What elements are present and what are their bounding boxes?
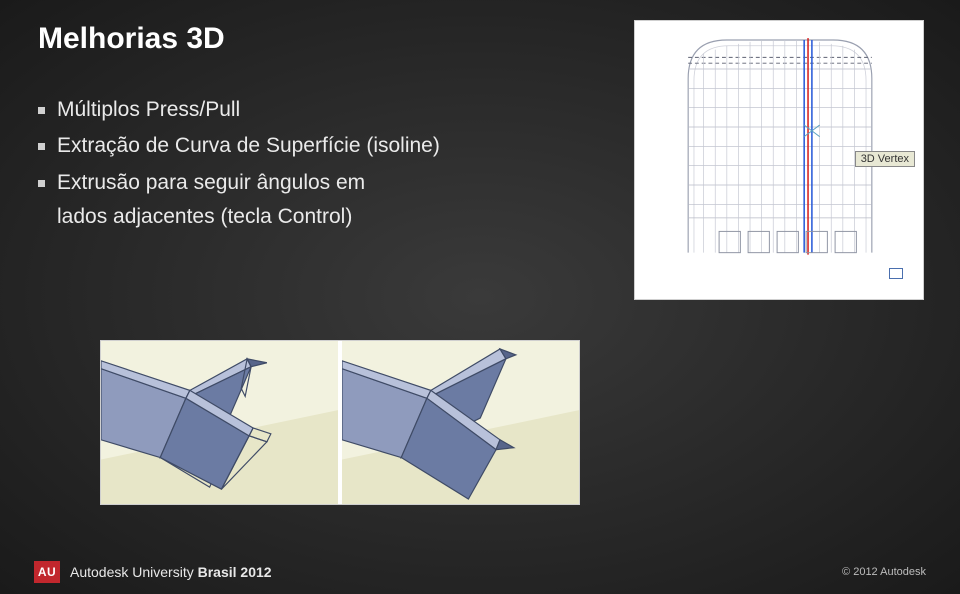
list-item: Múltiplos Press/Pull	[38, 96, 518, 124]
bullet-text: Extração de Curva de Superfície (isoline…	[57, 132, 440, 160]
list-item: Extração de Curva de Superfície (isoline…	[38, 132, 518, 160]
figure-wireframe-building: 3D Vertex	[634, 20, 924, 300]
page-title: Melhorias 3D	[38, 22, 225, 56]
figure-extrusion-left	[101, 341, 338, 504]
figure-extrusion-comparison	[100, 340, 580, 505]
selection-rect-icon	[889, 268, 903, 279]
footer: AU Autodesk University Brasil 2012 © 201…	[0, 550, 960, 594]
footer-brand: AU Autodesk University Brasil 2012	[34, 561, 272, 583]
bullet-text: Extrusão para seguir ângulos em	[57, 169, 365, 197]
footer-brand-text: Autodesk University Brasil 2012	[70, 564, 272, 580]
tooltip-3d-vertex: 3D Vertex	[855, 151, 915, 167]
bullet-list: Múltiplos Press/Pull Extração de Curva d…	[38, 96, 518, 237]
slide: Melhorias 3D Múltiplos Press/Pull Extraç…	[0, 0, 960, 594]
bullet-icon	[38, 180, 45, 187]
brand-bold: Brasil 2012	[198, 564, 272, 580]
brand-prefix: Autodesk University	[70, 564, 198, 580]
list-item: Extrusão para seguir ângulos em	[38, 169, 518, 197]
footer-copyright: © 2012 Autodesk	[842, 566, 926, 578]
bullet-icon	[38, 107, 45, 114]
figure-extrusion-right	[338, 341, 579, 504]
bullet-text-continuation: lados adjacentes (tecla Control)	[57, 205, 518, 229]
bullet-text: Múltiplos Press/Pull	[57, 96, 240, 124]
au-badge-icon: AU	[34, 561, 60, 583]
bullet-icon	[38, 143, 45, 150]
